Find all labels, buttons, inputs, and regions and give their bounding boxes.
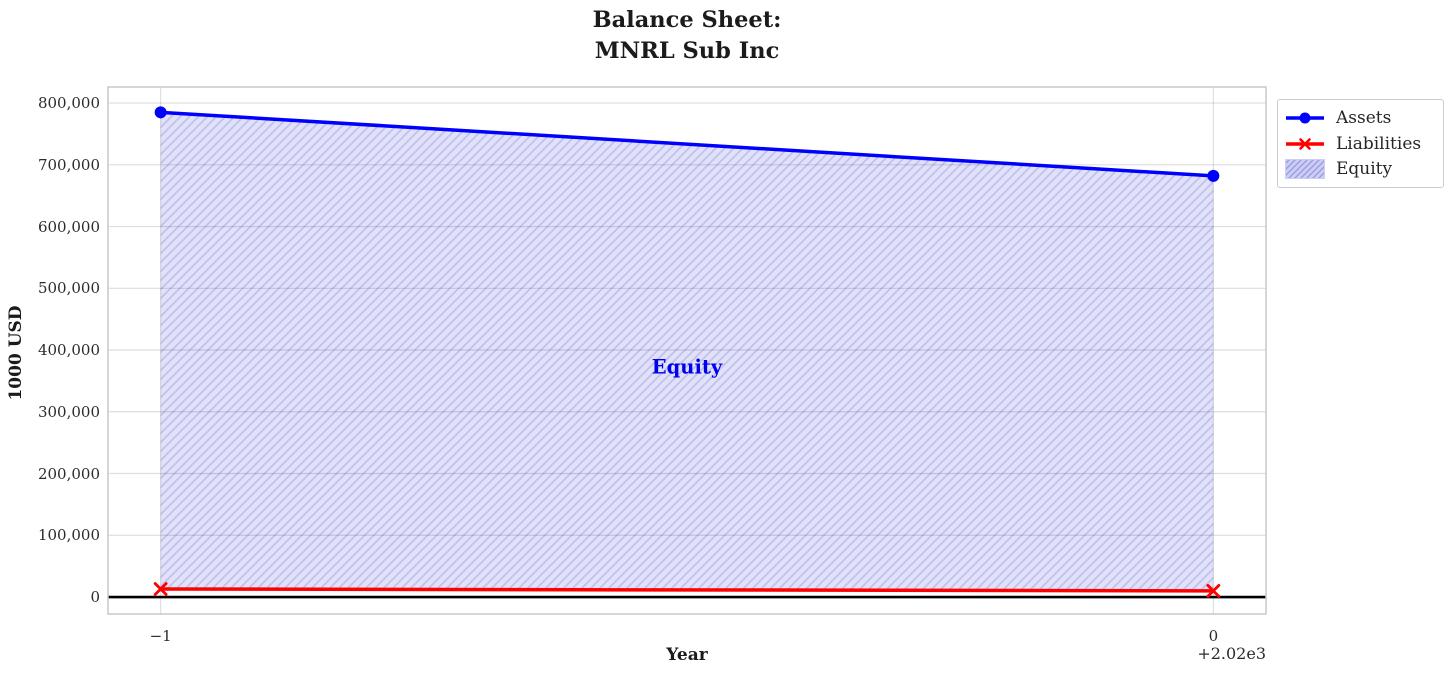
x-axis-label: Year (666, 645, 708, 665)
assets-line (158, 110, 1216, 178)
equity-area-label: Equity (651, 355, 723, 379)
chart-title: Balance Sheet: MNRL Sub Inc (108, 5, 1266, 67)
legend-label-liabilities: Liabilities (1336, 133, 1422, 154)
y-tick-label: 200,000 (37, 464, 100, 483)
y-tick-label: 500,000 (37, 279, 100, 298)
equity-hatch-patch-icon (1285, 158, 1325, 180)
liabilities-line (158, 587, 1216, 593)
y-tick-label: 100,000 (37, 526, 100, 545)
equity-fill-area (160, 112, 1214, 591)
x-axis-offset-label: +2.02e3 (1197, 644, 1266, 663)
liabilities-line-icon (1285, 133, 1325, 155)
legend-item-assets: Assets (1285, 105, 1435, 131)
y-tick-label: 0 (90, 588, 100, 607)
y-tick-label: 700,000 (37, 155, 100, 174)
y-tick-label: 300,000 (37, 402, 100, 421)
legend: Assets Liabilities Equity (1277, 99, 1444, 188)
legend-item-liabilities: Liabilities (1285, 131, 1435, 157)
liabilities-marker (153, 582, 168, 596)
plot-frame (107, 86, 1267, 615)
legend-label-equity: Equity (1336, 159, 1393, 180)
chart-title-line-1: Balance Sheet: (592, 7, 782, 33)
legend-label-assets: Assets (1336, 107, 1392, 128)
gridlines (108, 87, 1266, 614)
x-tick-label: 0 (1208, 627, 1219, 645)
assets-line-icon (1285, 107, 1325, 129)
y-tick-label: 400,000 (37, 341, 100, 360)
chart-title-line-2: MNRL Sub Inc (594, 38, 780, 64)
assets-marker (1207, 169, 1220, 182)
x-tick-label: −1 (149, 627, 172, 645)
y-tick-label: 800,000 (37, 94, 100, 113)
liabilities-marker (1206, 583, 1221, 598)
legend-item-equity: Equity (1285, 156, 1435, 182)
assets-marker (154, 106, 167, 119)
y-tick-label: 600,000 (37, 217, 100, 236)
